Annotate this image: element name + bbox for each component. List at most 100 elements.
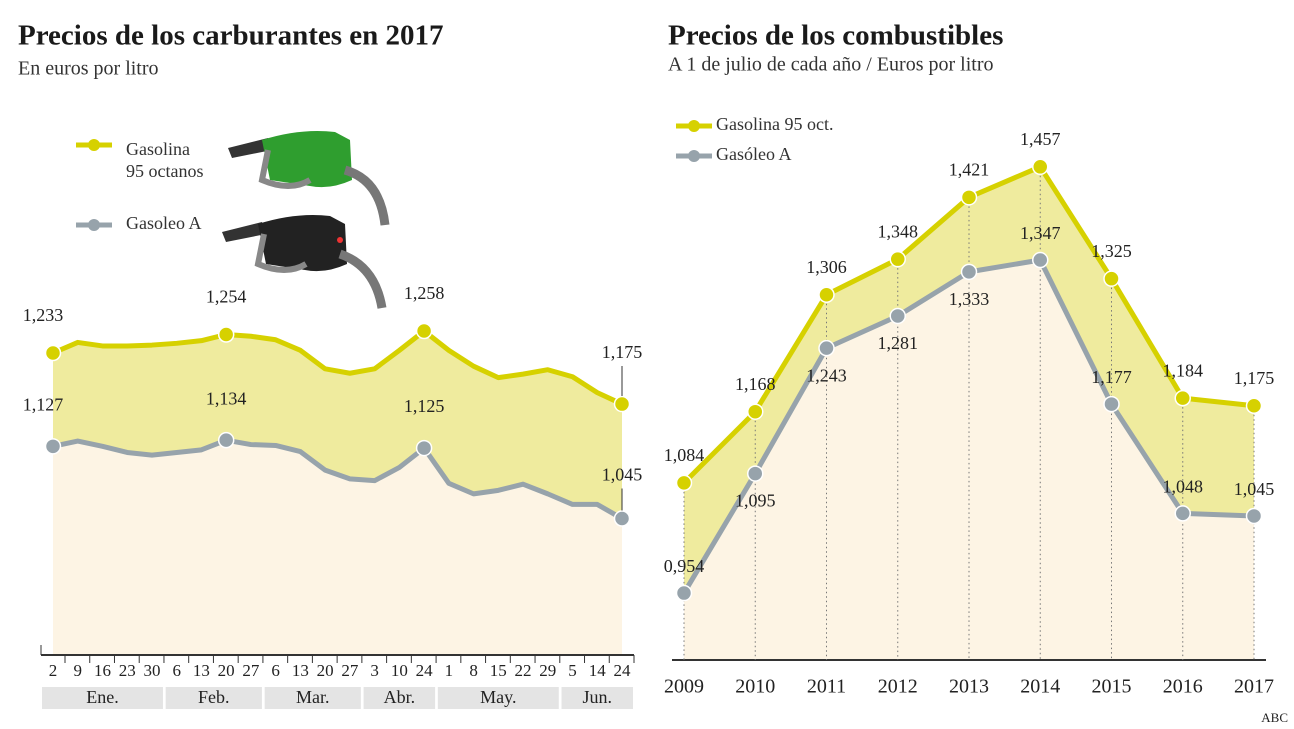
legend-swatch [88,139,100,151]
value-label: 1,125 [404,396,445,416]
value-label: 1,233 [23,305,64,325]
chart-subtitle: En euros por litro [18,58,159,80]
point [818,339,835,357]
point [1245,397,1263,415]
x-tick-label: 6 [271,661,280,680]
x-tick-label: 24 [614,661,632,680]
value-label: 1,325 [1091,241,1132,261]
month-band [363,687,436,709]
source: ABC [1261,710,1288,725]
legend-label: Gasóleo A [716,144,792,164]
x-tick-label: 1 [445,661,454,680]
x-tick-label: 15 [490,661,507,680]
x-tick-label: 6 [172,661,181,680]
icon-nozzle-green [228,131,390,226]
x-tick-label: 2010 [735,676,775,698]
value-label: 1,184 [1163,360,1204,380]
legend-swatch [688,120,700,132]
point [1103,395,1120,413]
icon-nozzle-black [222,215,387,309]
point [44,344,62,362]
point [889,307,906,325]
x-tick-label: 20 [218,661,235,680]
x-tick-label: 20 [317,661,334,680]
chart-title: Precios de los carburantes en 2017 [18,20,444,52]
area-fill [53,330,622,519]
point [818,286,835,304]
value-label: 1,306 [806,257,847,277]
x-tick-label: 2012 [878,676,918,698]
point [217,326,235,343]
value-label: 1,045 [602,465,643,485]
value-label: 1,177 [1091,367,1132,387]
point [889,250,906,268]
value-label: 1,045 [1234,479,1275,499]
point [415,322,433,340]
x-tick-label: 2011 [807,676,846,698]
value-label: 1,127 [23,394,64,414]
line [52,328,624,407]
x-tick-label: 13 [292,661,309,680]
point [1245,507,1263,525]
month-label: May. [480,687,516,707]
x-tick-label: 2013 [949,676,989,698]
x-tick-label: 2015 [1092,676,1132,698]
point [1174,389,1191,407]
x-tick-label: 13 [193,661,210,680]
x-tick-label: 14 [589,661,607,680]
x-tick-label: 27 [242,661,260,680]
value-label: 1,084 [664,445,705,465]
legend-label: Gasolina 95 octanos [126,139,204,181]
point [1032,251,1049,269]
point [747,465,764,482]
x-tick-label: 23 [119,661,136,680]
value-label: 1,457 [1020,129,1061,149]
x-tick-label: 5 [568,661,577,680]
month-band [561,687,633,709]
x-tick-label: 9 [73,661,82,680]
value-label: 1,134 [206,388,247,408]
point [1174,505,1191,522]
value-label: 1,243 [806,365,847,385]
value-label: 1,347 [1020,223,1061,243]
x-tick-label: 2009 [664,676,704,698]
point [217,431,235,449]
chart-title: Precios de los combustibles [668,20,1003,52]
x-tick-label: 2016 [1163,676,1203,698]
month-label: Ene. [86,687,118,707]
value-label: 1,095 [735,491,776,511]
x-tick-label: 29 [539,661,556,680]
month-label: Abr. [384,687,416,707]
x-tick-label: 16 [94,661,111,680]
month-band [165,687,262,709]
x-tick-label: 24 [416,661,434,680]
point [960,263,978,281]
legend-label: Gasolina 95 oct. [716,114,833,134]
value-label: 1,175 [602,342,643,362]
point [1103,270,1120,287]
legend-swatch [88,219,100,231]
value-label: 1,258 [404,283,445,303]
month-band [42,687,163,709]
value-label: 1,175 [1234,368,1275,388]
x-tick-label: 2014 [1020,676,1060,698]
value-label: 1,333 [949,289,990,309]
x-tick-label: 8 [469,661,478,680]
chart-subtitle: A 1 de julio de cada año / Euros por lit… [668,54,993,76]
x-tick-label: 2017 [1234,676,1274,698]
value-label: 1,048 [1163,477,1204,497]
x-tick-label: 30 [143,661,160,680]
x-tick-label: 3 [370,661,379,680]
point [675,584,693,602]
x-tick-label: 22 [515,661,532,680]
value-label: 1,281 [878,333,919,353]
x-tick-label: 2 [49,661,58,680]
x-tick-label: 27 [341,661,359,680]
month-label: Jun. [583,687,613,707]
area-fill [684,260,1254,660]
month-band [264,687,361,709]
point [747,403,764,420]
value-label: 1,168 [735,374,776,394]
